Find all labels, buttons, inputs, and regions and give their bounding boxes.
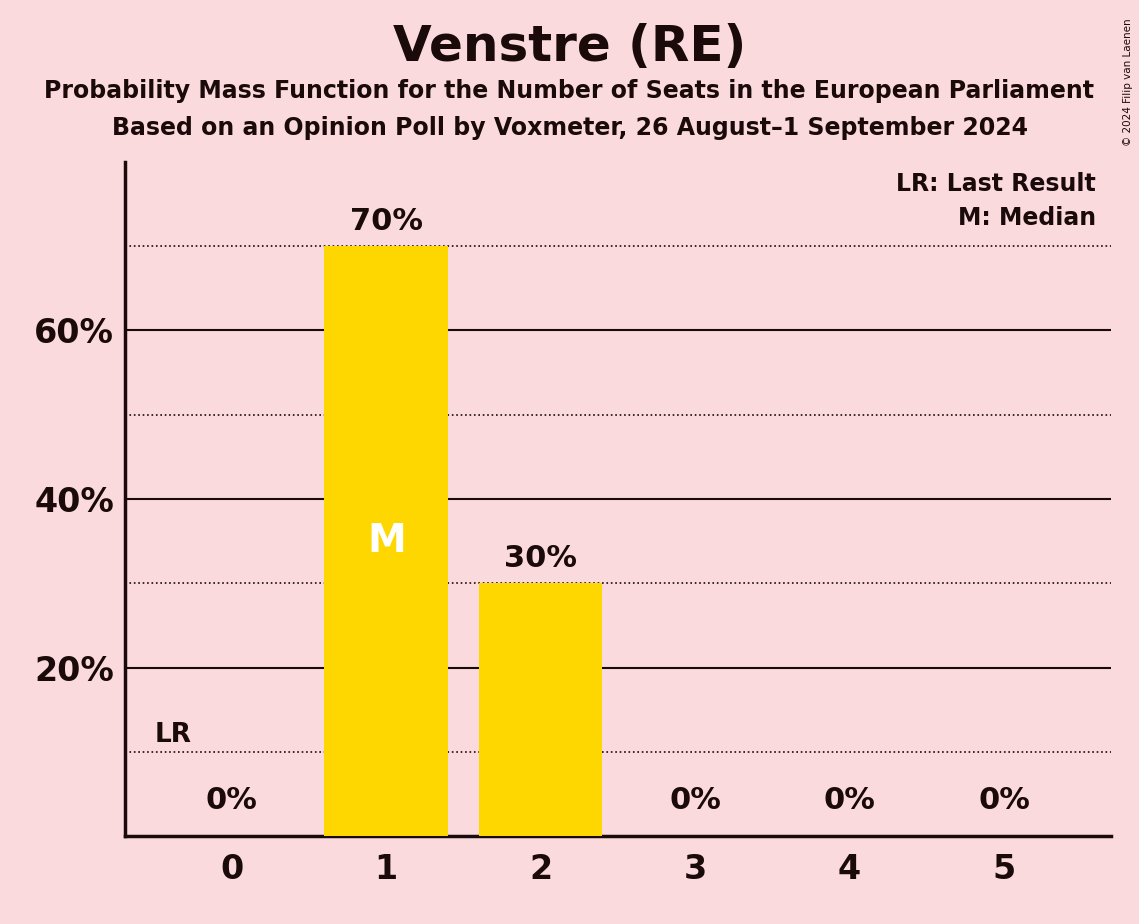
Text: 0%: 0% xyxy=(206,786,257,815)
Text: M: M xyxy=(367,522,405,560)
Text: Venstre (RE): Venstre (RE) xyxy=(393,23,746,71)
Text: 0%: 0% xyxy=(978,786,1030,815)
Bar xyxy=(478,583,603,836)
Text: Based on an Opinion Poll by Voxmeter, 26 August–1 September 2024: Based on an Opinion Poll by Voxmeter, 26… xyxy=(112,116,1027,140)
Text: 0%: 0% xyxy=(823,786,876,815)
Text: 30%: 30% xyxy=(505,544,577,573)
Text: LR: Last Result: LR: Last Result xyxy=(896,172,1096,196)
Bar xyxy=(325,246,448,836)
Text: 70%: 70% xyxy=(350,207,423,236)
Text: © 2024 Filip van Laenen: © 2024 Filip van Laenen xyxy=(1123,18,1133,146)
Text: Probability Mass Function for the Number of Seats in the European Parliament: Probability Mass Function for the Number… xyxy=(44,79,1095,103)
Text: 0%: 0% xyxy=(670,786,721,815)
Text: M: Median: M: Median xyxy=(958,205,1096,229)
Text: LR: LR xyxy=(155,722,191,748)
